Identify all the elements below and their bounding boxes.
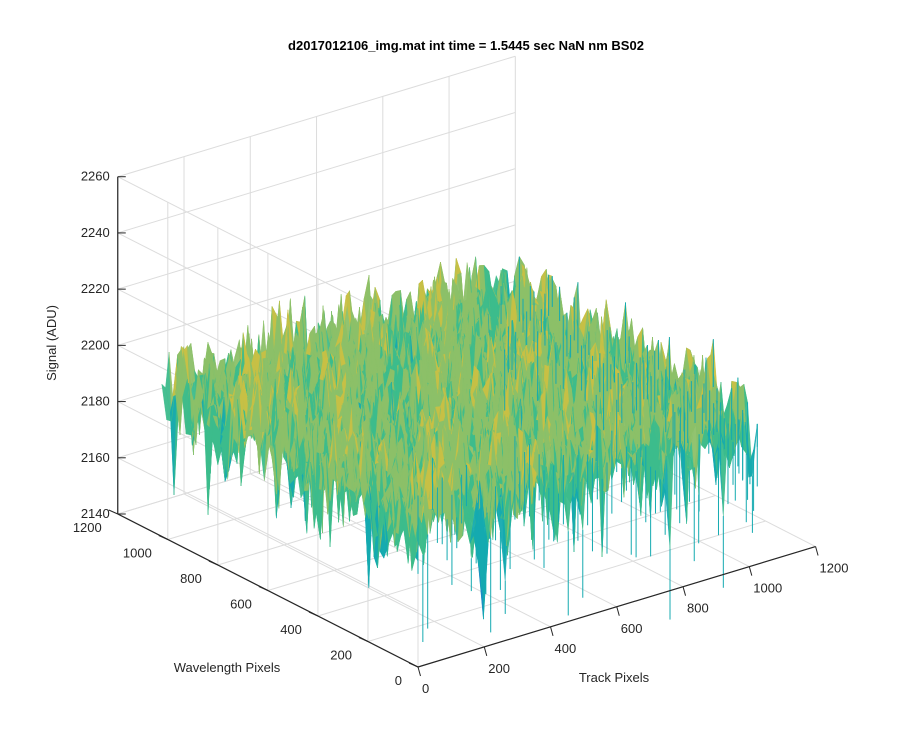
grid-line-y-floor xyxy=(267,469,666,591)
surface-plot xyxy=(161,255,758,642)
grid-line-y-floor xyxy=(367,520,766,642)
grid-line-z-back xyxy=(117,168,516,290)
grid-line-z-back xyxy=(117,55,516,178)
grid-line-y-floor xyxy=(317,495,716,617)
grid-line-z-back xyxy=(117,111,516,234)
grid-line-z-back xyxy=(117,224,516,346)
grid-line-z-side xyxy=(117,457,419,612)
